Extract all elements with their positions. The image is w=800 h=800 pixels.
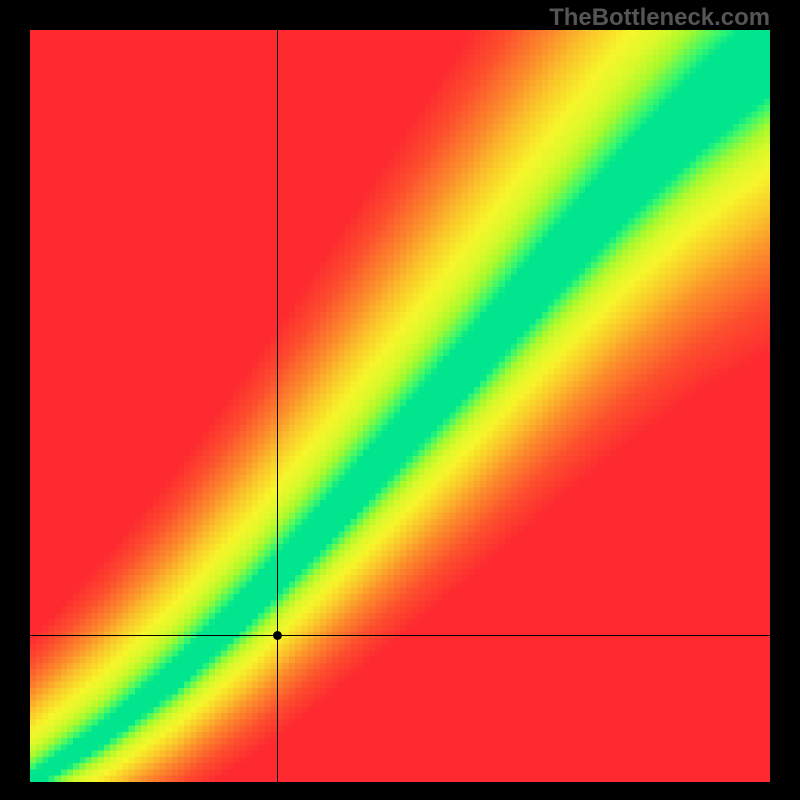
heatmap-canvas (30, 30, 770, 782)
crosshair-horizontal (30, 635, 770, 636)
crosshair-vertical (277, 30, 278, 782)
plot-area (30, 30, 770, 782)
watermark-text: TheBottleneck.com (549, 4, 770, 32)
figure-root: TheBottleneck.com (0, 0, 800, 800)
